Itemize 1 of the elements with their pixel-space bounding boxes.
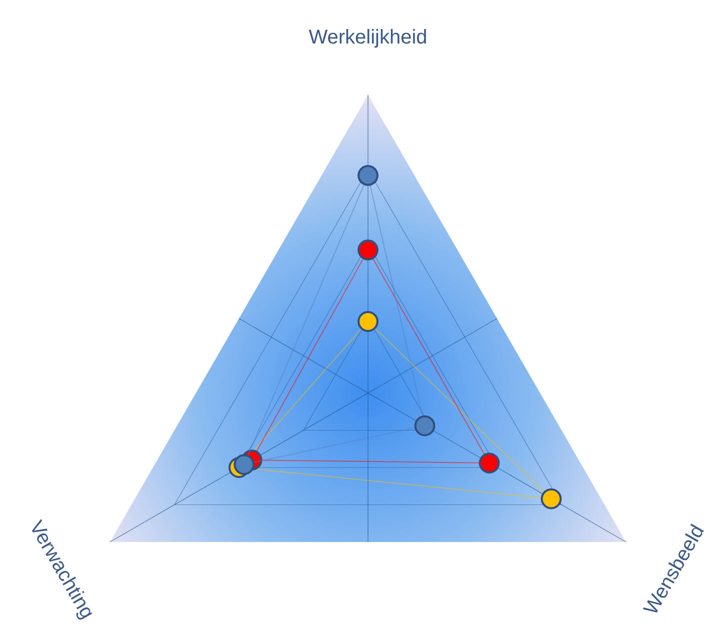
spoke-label: Werkelijkheid [308, 26, 428, 49]
